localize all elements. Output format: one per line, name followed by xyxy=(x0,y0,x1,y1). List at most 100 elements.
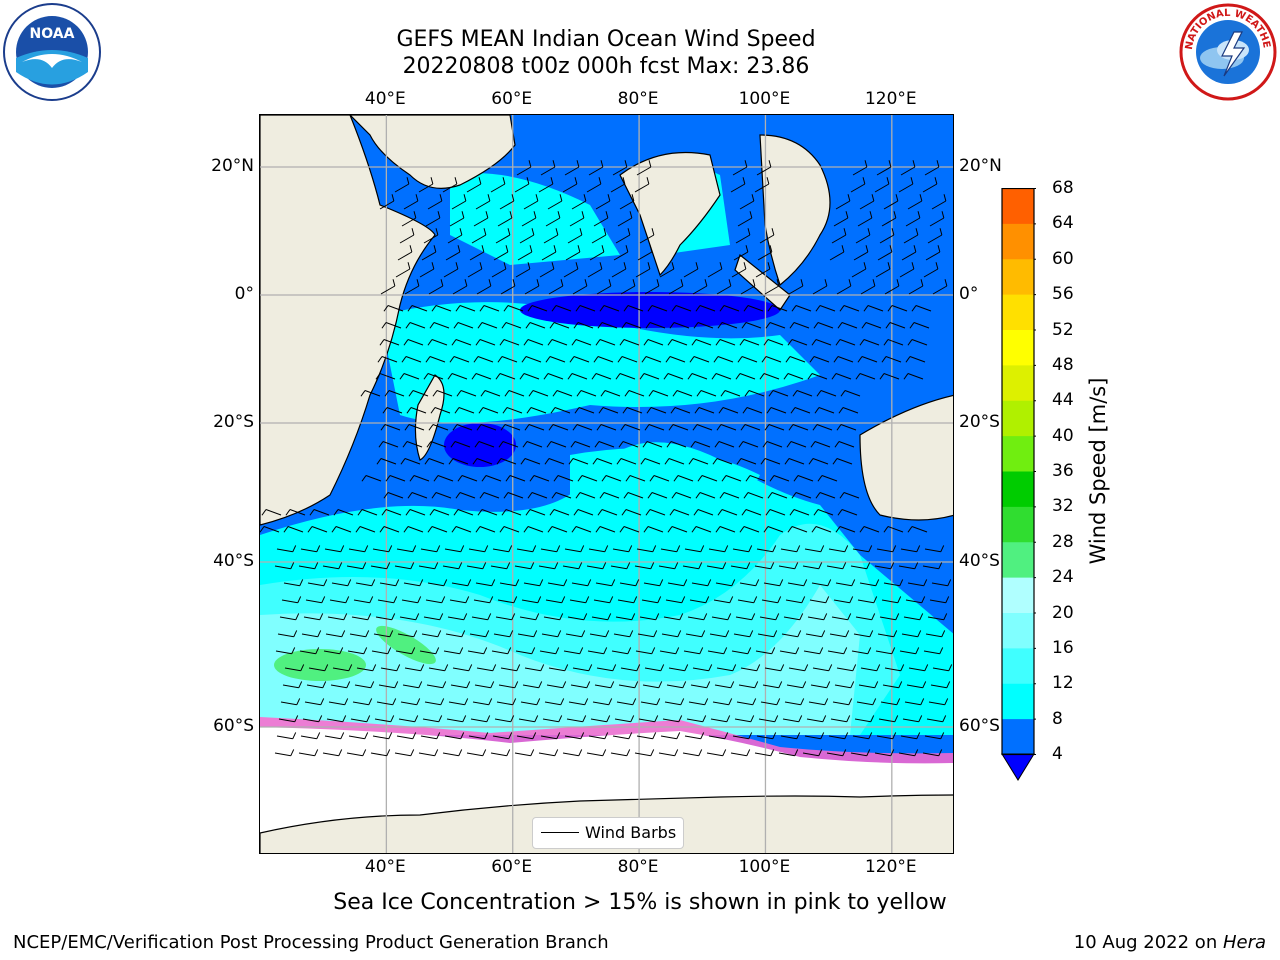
wind-barb xyxy=(779,647,800,655)
wind-barb xyxy=(857,211,873,227)
wind-barb xyxy=(614,715,635,723)
wind-barb xyxy=(451,526,472,533)
wind-barb xyxy=(930,681,951,689)
wind-barb xyxy=(692,424,713,431)
colorbar-bin xyxy=(1002,364,1034,401)
wind-barb xyxy=(492,732,513,740)
wind-barb xyxy=(564,545,585,553)
wind-barb xyxy=(665,356,686,363)
wind-barb xyxy=(660,732,681,740)
wind-barb xyxy=(377,596,398,604)
wind-barb xyxy=(546,441,567,448)
wind-barb xyxy=(789,509,810,516)
wind-barb xyxy=(497,356,518,363)
wind-barb xyxy=(929,211,945,227)
wind-barb xyxy=(302,715,323,723)
wind-barb xyxy=(887,305,908,312)
wind-barb xyxy=(831,613,852,621)
wind-barb xyxy=(443,647,464,655)
wind-barb xyxy=(601,475,622,482)
right-lat-tick-label: 40°S xyxy=(959,551,1000,571)
colorbar-bin xyxy=(1002,683,1034,720)
wind-barb xyxy=(517,245,533,261)
wind-barb xyxy=(639,228,655,244)
wind-barb xyxy=(457,475,478,482)
wind-barb xyxy=(572,279,588,295)
wind-barb xyxy=(881,211,897,227)
wind-barb xyxy=(328,698,349,706)
wind-barb xyxy=(923,262,939,278)
wind-barb xyxy=(640,698,661,706)
wind-barb xyxy=(759,613,780,621)
wind-barb xyxy=(792,390,813,397)
wind-barb xyxy=(424,698,445,706)
wind-barb xyxy=(742,407,763,414)
wind-barb xyxy=(592,458,613,465)
wind-barb xyxy=(783,373,804,380)
wind-barb xyxy=(739,339,760,346)
wind-barb xyxy=(353,596,374,604)
wind-barb xyxy=(325,630,346,638)
wind-barb xyxy=(471,613,492,621)
wind-barb xyxy=(922,177,938,193)
wind-barb xyxy=(807,613,828,621)
wind-barb xyxy=(857,356,878,363)
wind-barb xyxy=(307,579,328,587)
wind-barb xyxy=(453,322,474,329)
wind-barb xyxy=(787,339,808,346)
wind-barb xyxy=(781,630,802,638)
wind-barb xyxy=(587,647,608,655)
wind-barb xyxy=(905,596,926,604)
wind-barb xyxy=(564,160,580,176)
wind-barb xyxy=(691,579,712,587)
wind-barb xyxy=(833,596,854,604)
wind-barb xyxy=(694,407,715,414)
map-area[interactable] xyxy=(259,114,954,854)
wind-barb xyxy=(767,492,788,499)
colorbar-tick-label: 20 xyxy=(1052,602,1074,623)
wind-barb xyxy=(499,579,520,587)
wind-barb xyxy=(553,475,574,482)
right-lat-tick-label: 20°S xyxy=(959,412,1000,432)
wind-barb xyxy=(477,509,498,516)
wind-barb xyxy=(840,390,861,397)
wind-barb xyxy=(406,407,427,414)
wind-barb xyxy=(425,211,441,227)
wind-barb xyxy=(455,492,476,499)
wind-barb xyxy=(547,194,563,210)
wind-barb xyxy=(924,160,940,176)
wind-barb xyxy=(514,749,535,757)
wind-barb xyxy=(380,279,396,295)
wind-barb xyxy=(646,407,667,414)
wind-barb xyxy=(571,194,587,210)
wind-barb xyxy=(688,698,709,706)
wind-barb xyxy=(720,390,741,397)
colorbar-tick-label: 36 xyxy=(1052,461,1074,481)
wind-barb xyxy=(401,356,422,363)
wind-barb xyxy=(903,613,924,621)
wind-barb xyxy=(659,262,675,278)
wind-barb xyxy=(711,613,732,621)
wind-barb xyxy=(490,562,511,570)
wind-barb xyxy=(663,613,684,621)
wind-barb xyxy=(382,407,403,414)
wind-barb xyxy=(709,630,730,638)
wind-barb xyxy=(589,630,610,638)
wind-barb xyxy=(735,613,756,621)
wind-barb xyxy=(396,545,417,553)
wind-barb xyxy=(562,177,578,193)
wind-barb xyxy=(906,681,927,689)
wind-barb xyxy=(540,160,556,176)
wind-barb xyxy=(716,664,737,672)
wind-barb xyxy=(611,647,632,655)
wind-barb xyxy=(445,630,466,638)
wind-barb xyxy=(544,458,565,465)
wind-barb xyxy=(418,749,439,757)
wind-barb xyxy=(816,390,837,397)
wind-barb xyxy=(833,356,854,363)
wind-barb xyxy=(909,322,930,329)
wind-barb xyxy=(322,562,343,570)
wind-barb xyxy=(545,211,561,227)
wind-barb xyxy=(546,681,567,689)
colorbar-bin xyxy=(1002,329,1034,366)
